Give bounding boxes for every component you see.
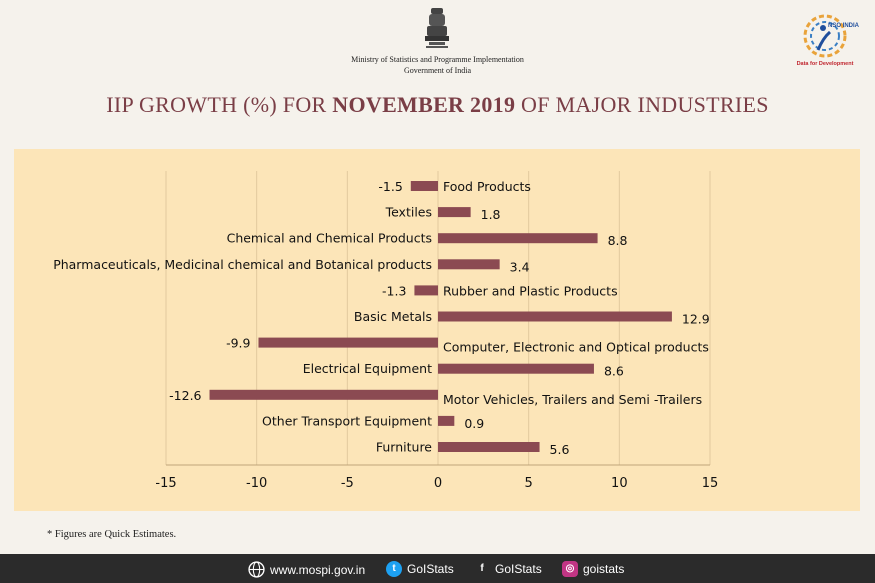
state-emblem-icon bbox=[425, 8, 449, 48]
bar bbox=[438, 415, 455, 426]
footer-website-text: www.mospi.gov.in bbox=[270, 562, 366, 577]
data-label: 8.6 bbox=[604, 364, 624, 379]
bar bbox=[414, 285, 438, 296]
x-tick-label: -5 bbox=[341, 476, 354, 491]
data-label: 5.6 bbox=[550, 442, 570, 457]
government-name: Government of India bbox=[403, 66, 472, 75]
ministry-name: Ministry of Statistics and Programme Imp… bbox=[351, 55, 524, 64]
category-label: Furniture bbox=[376, 440, 432, 455]
page-title: IIP GROWTH (%) FOR NOVEMBER 2019 OF MAJO… bbox=[0, 92, 875, 118]
footer-instagram-text: goistats bbox=[583, 562, 625, 576]
data-label: 0.9 bbox=[464, 416, 484, 431]
category-label: Electrical Equipment bbox=[303, 361, 432, 376]
x-tick-label: 10 bbox=[611, 476, 628, 491]
bar bbox=[410, 181, 438, 191]
x-tick-label: -10 bbox=[246, 476, 267, 491]
bar bbox=[438, 259, 500, 270]
x-tick-label: 0 bbox=[434, 476, 442, 491]
footer-instagram[interactable]: ◎ goistats bbox=[562, 561, 624, 577]
x-tick-label: -15 bbox=[155, 476, 176, 491]
bar bbox=[438, 311, 672, 322]
bar bbox=[438, 207, 471, 218]
data-label: -12.6 bbox=[169, 388, 201, 403]
nso-tagline: Data for Development bbox=[796, 61, 854, 67]
footer-twitter-text: GoIStats bbox=[407, 562, 454, 576]
data-label: -1.3 bbox=[382, 283, 406, 298]
footer-website[interactable]: www.mospi.gov.in bbox=[248, 561, 365, 578]
data-label: 8.8 bbox=[608, 233, 628, 248]
data-label: 1.8 bbox=[481, 207, 501, 222]
category-label: Rubber and Plastic Products bbox=[443, 283, 618, 298]
instagram-icon: ◎ bbox=[562, 561, 578, 577]
category-label: Motor Vehicles, Trailers and Semi -Trail… bbox=[443, 392, 702, 407]
data-label: -1.5 bbox=[378, 179, 402, 194]
twitter-icon: t bbox=[386, 561, 402, 577]
nso-logo-icon: NSO INDIA bbox=[803, 14, 860, 58]
x-tick-label: 15 bbox=[702, 476, 719, 491]
title-prefix: IIP GROWTH (%) FOR bbox=[106, 92, 333, 117]
bar bbox=[438, 233, 598, 244]
footer-facebook-text: GoIStats bbox=[495, 562, 542, 576]
footer-twitter[interactable]: t GoIStats bbox=[386, 561, 454, 577]
title-bold: NOVEMBER 2019 bbox=[332, 92, 516, 117]
nso-logo-text: NSO INDIA bbox=[828, 23, 860, 29]
bar-chart: -15 -10 -5 0 5 10 15 Food Products -1.5 Textiles 1… bbox=[53, 171, 719, 491]
data-label: 3.4 bbox=[510, 259, 530, 274]
bar bbox=[258, 337, 438, 348]
category-label: Pharmaceuticals, Medicinal chemical and … bbox=[53, 257, 432, 272]
data-label: -9.9 bbox=[226, 336, 250, 351]
bar bbox=[438, 442, 540, 452]
bar bbox=[209, 389, 438, 400]
title-suffix: OF MAJOR INDUSTRIES bbox=[515, 92, 769, 117]
globe-icon bbox=[248, 561, 265, 578]
data-label: 12.9 bbox=[682, 312, 710, 327]
footer-facebook[interactable]: f GoIStats bbox=[474, 561, 542, 577]
category-label: Chemical and Chemical Products bbox=[227, 231, 432, 246]
category-label: Textiles bbox=[385, 205, 432, 220]
category-label: Other Transport Equipment bbox=[262, 413, 432, 428]
footer-bar: www.mospi.gov.in t GoIStats f GoIStats ◎… bbox=[0, 554, 875, 583]
chart-panel: -15 -10 -5 0 5 10 15 Food Products -1.5 Textiles 1… bbox=[14, 149, 860, 511]
category-label: Food Products bbox=[443, 179, 531, 194]
x-tick-label: 5 bbox=[525, 476, 533, 491]
footnote: * Figures are Quick Estimates. bbox=[47, 529, 177, 540]
facebook-icon: f bbox=[480, 563, 484, 574]
category-label: Computer, Electronic and Optical product… bbox=[443, 340, 709, 355]
bar bbox=[438, 363, 594, 374]
category-label: Basic Metals bbox=[354, 309, 432, 324]
